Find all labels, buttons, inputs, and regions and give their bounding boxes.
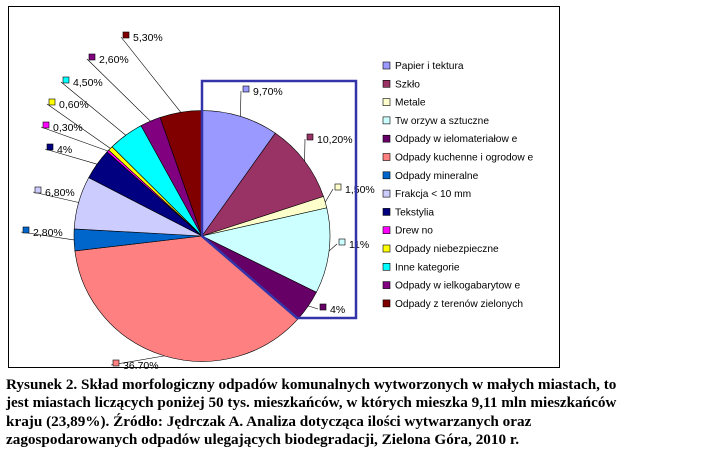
legend-label: Tw orzyw a sztuczne — [395, 116, 489, 127]
caption-line-1: Rysunek 2. Skład morfologiczny odpadów k… — [6, 376, 617, 393]
leader-line — [240, 90, 242, 117]
legend-swatch — [382, 116, 391, 125]
data-label: 11% — [349, 239, 369, 251]
data-label: 4,50% — [73, 77, 103, 89]
label-marker — [306, 133, 314, 141]
label-marker — [242, 85, 250, 93]
leader-line — [308, 305, 319, 310]
legend-label: Odpady niebezpieczne — [395, 244, 499, 255]
legend-swatch — [382, 153, 391, 161]
figure-caption: Rysunek 2. Skład morfologiczny odpadów k… — [6, 376, 696, 450]
data-label: 5,30% — [133, 32, 163, 44]
data-label: 4% — [330, 304, 345, 316]
legend-swatch — [382, 80, 391, 88]
legend-label: Odpady w ielomateriałow e — [395, 134, 518, 145]
data-label: 2,80% — [33, 227, 63, 239]
data-label: 1,50% — [345, 184, 375, 196]
label-marker — [46, 143, 54, 151]
pie-slice — [74, 235, 299, 362]
legend-swatch — [382, 281, 391, 289]
legend-swatch — [382, 171, 391, 180]
pie-chart: 9,70% 10,20% 1,50% 11% 4% 36,70% 2,80% 6,80% 4% 0… — [20, 31, 534, 369]
label-marker — [319, 303, 327, 311]
leader-line — [120, 36, 182, 113]
data-label: 2,60% — [99, 54, 129, 66]
legend-swatch — [382, 189, 391, 198]
legend-label: Tekstylia — [395, 207, 434, 218]
legend-swatch — [382, 299, 391, 308]
label-marker — [48, 98, 56, 106]
pie-slice — [201, 110, 276, 237]
label-marker — [112, 359, 120, 367]
data-label: 0,30% — [53, 122, 83, 134]
data-label: 9,70% — [253, 86, 283, 98]
label-marker — [22, 226, 30, 234]
legend-label: Odpady w ielkogabarytow e — [395, 281, 520, 292]
legend-swatch — [382, 98, 391, 106]
legend-label: Odpady z terenów zielonych — [395, 299, 523, 310]
leader-line — [86, 58, 151, 122]
legend-swatch — [382, 262, 391, 271]
caption-line-3: kraju (23,89%). Źródło: Jędrczak A. Anal… — [6, 412, 532, 430]
label-marker — [338, 238, 346, 246]
legend-swatch — [382, 208, 391, 216]
legend-swatch — [382, 134, 391, 143]
label-marker — [42, 121, 50, 129]
label-marker — [334, 183, 342, 191]
data-label: 36,70% — [123, 360, 159, 369]
leader-line — [40, 126, 108, 152]
pie-slice — [201, 207, 331, 293]
leader-line — [60, 81, 126, 136]
chart-frame: 9,70% 10,20% 1,50% 11% 4% 36,70% 2,80% 6,80% 4% 0… — [8, 6, 560, 369]
caption-line-4: zagospodarowanych odpadów ulegających bi… — [6, 431, 520, 449]
highlight-frame — [200, 79, 358, 320]
leader-line — [110, 355, 165, 366]
legend-label: Metale — [395, 98, 426, 109]
leader-line — [20, 231, 75, 241]
legend-label: Odpady mineralne — [395, 171, 479, 182]
data-label: 0,60% — [59, 99, 89, 111]
pie-slice — [201, 132, 324, 237]
leader-line — [32, 191, 79, 203]
legend-label: Papier i tektura — [395, 61, 464, 72]
caption-line-2: jest miastach liczących poniżej 50 tys. … — [6, 394, 617, 412]
legend-label: Frakcja < 10 mm — [395, 189, 471, 200]
leader-line — [44, 148, 98, 165]
legend-label: Inne kategorie — [395, 262, 460, 273]
legend-swatch — [382, 244, 391, 253]
label-marker — [62, 76, 70, 84]
legend-label: Odpady kuchenne i ogrodow e — [395, 153, 534, 164]
leader-line — [46, 103, 111, 149]
legend-swatch — [382, 61, 391, 70]
legend-swatch — [382, 226, 391, 234]
legend-label: Drew no — [395, 226, 433, 237]
label-marker — [34, 186, 42, 194]
data-label: 6,80% — [45, 187, 75, 199]
label-marker — [88, 53, 96, 61]
label-marker — [122, 31, 130, 39]
leader-line — [328, 243, 338, 252]
data-label: 4% — [57, 144, 72, 156]
legend-label: Szkło — [395, 79, 420, 90]
leader-line — [324, 188, 334, 203]
data-label: 10,20% — [317, 134, 353, 146]
